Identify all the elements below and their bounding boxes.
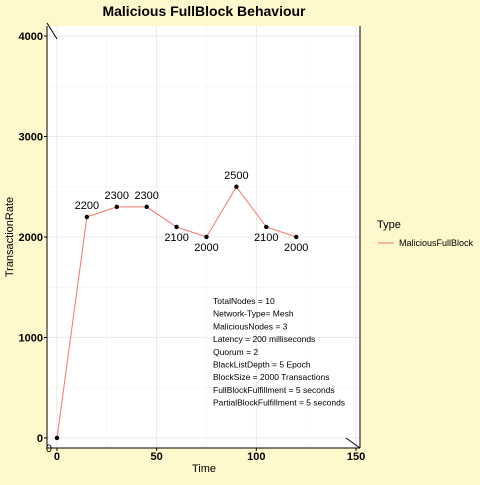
legend: Type MaliciousFullBlock: [377, 219, 474, 248]
series-layer: [54, 184, 299, 441]
annotation-line: FullBlockFulfillment = 5 seconds: [213, 385, 335, 395]
y-tick-label: 3000: [19, 132, 43, 144]
data-point: [294, 234, 299, 240]
annotation-line: Network-Type= Mesh: [213, 309, 294, 319]
legend-entry-label: MaliciousFullBlock: [399, 238, 474, 248]
annotation-line: BlackListDepth = 5 Epoch: [213, 360, 311, 370]
x-axis-title: Time: [192, 463, 216, 475]
data-labels: 0 2200 2300 2300 2100 2000 2500 2100 2000: [46, 170, 309, 455]
x-tick-label: 0: [54, 451, 60, 463]
annotation-line: Quorum = 2: [213, 347, 258, 357]
data-point: [144, 204, 149, 210]
data-label: 2300: [105, 190, 129, 202]
y-axis-title: TransactionRate: [4, 197, 16, 277]
legend-title: Type: [377, 219, 401, 231]
x-tick-label: 150: [347, 451, 365, 463]
annotation-line: BlockSize = 2000 Transactions: [213, 372, 329, 382]
annotation-line: TotalNodes = 10: [213, 296, 275, 306]
tick-labels: 0 1000 2000 3000 4000 0 50 100 150: [19, 31, 366, 463]
axis-frame: [44, 22, 361, 451]
annotation-line: Latency = 200 milliseconds: [213, 334, 315, 344]
data-label: 2100: [254, 232, 278, 244]
annotation-line: MaliciousNodes = 3: [213, 321, 288, 331]
data-label: 2200: [75, 200, 99, 212]
data-point: [174, 224, 179, 230]
y-tick-label: 1000: [19, 332, 43, 344]
parameter-annotation: TotalNodes = 10 Network-Type= Mesh Malicio…: [213, 296, 345, 408]
data-label: 2100: [164, 232, 188, 244]
data-point: [114, 204, 119, 210]
x-tick-label: 50: [151, 451, 163, 463]
data-label: 2500: [224, 170, 248, 182]
annotation-line: PartialBlockFulfillment = 5 seconds: [213, 398, 345, 408]
x-axis-arrow-tick: [345, 437, 361, 449]
grid-lines: [47, 26, 360, 448]
data-point: [204, 234, 209, 240]
y-tick-label: 4000: [19, 31, 43, 43]
data-point: [234, 184, 239, 189]
data-label: 2000: [284, 242, 308, 254]
y-tick-label: 2000: [19, 232, 43, 244]
y-axis-arrow-tick: [46, 22, 58, 40]
data-label: 2000: [194, 242, 218, 254]
x-tick-label: 100: [247, 451, 265, 463]
data-label: 2300: [134, 190, 158, 202]
data-point: [84, 214, 90, 220]
data-point: [54, 435, 60, 441]
data-point: [264, 224, 269, 230]
data-label: 0: [46, 443, 52, 455]
y-tick-label: 0: [37, 433, 43, 445]
chart-title: Malicious FullBlock Behaviour: [102, 3, 306, 19]
